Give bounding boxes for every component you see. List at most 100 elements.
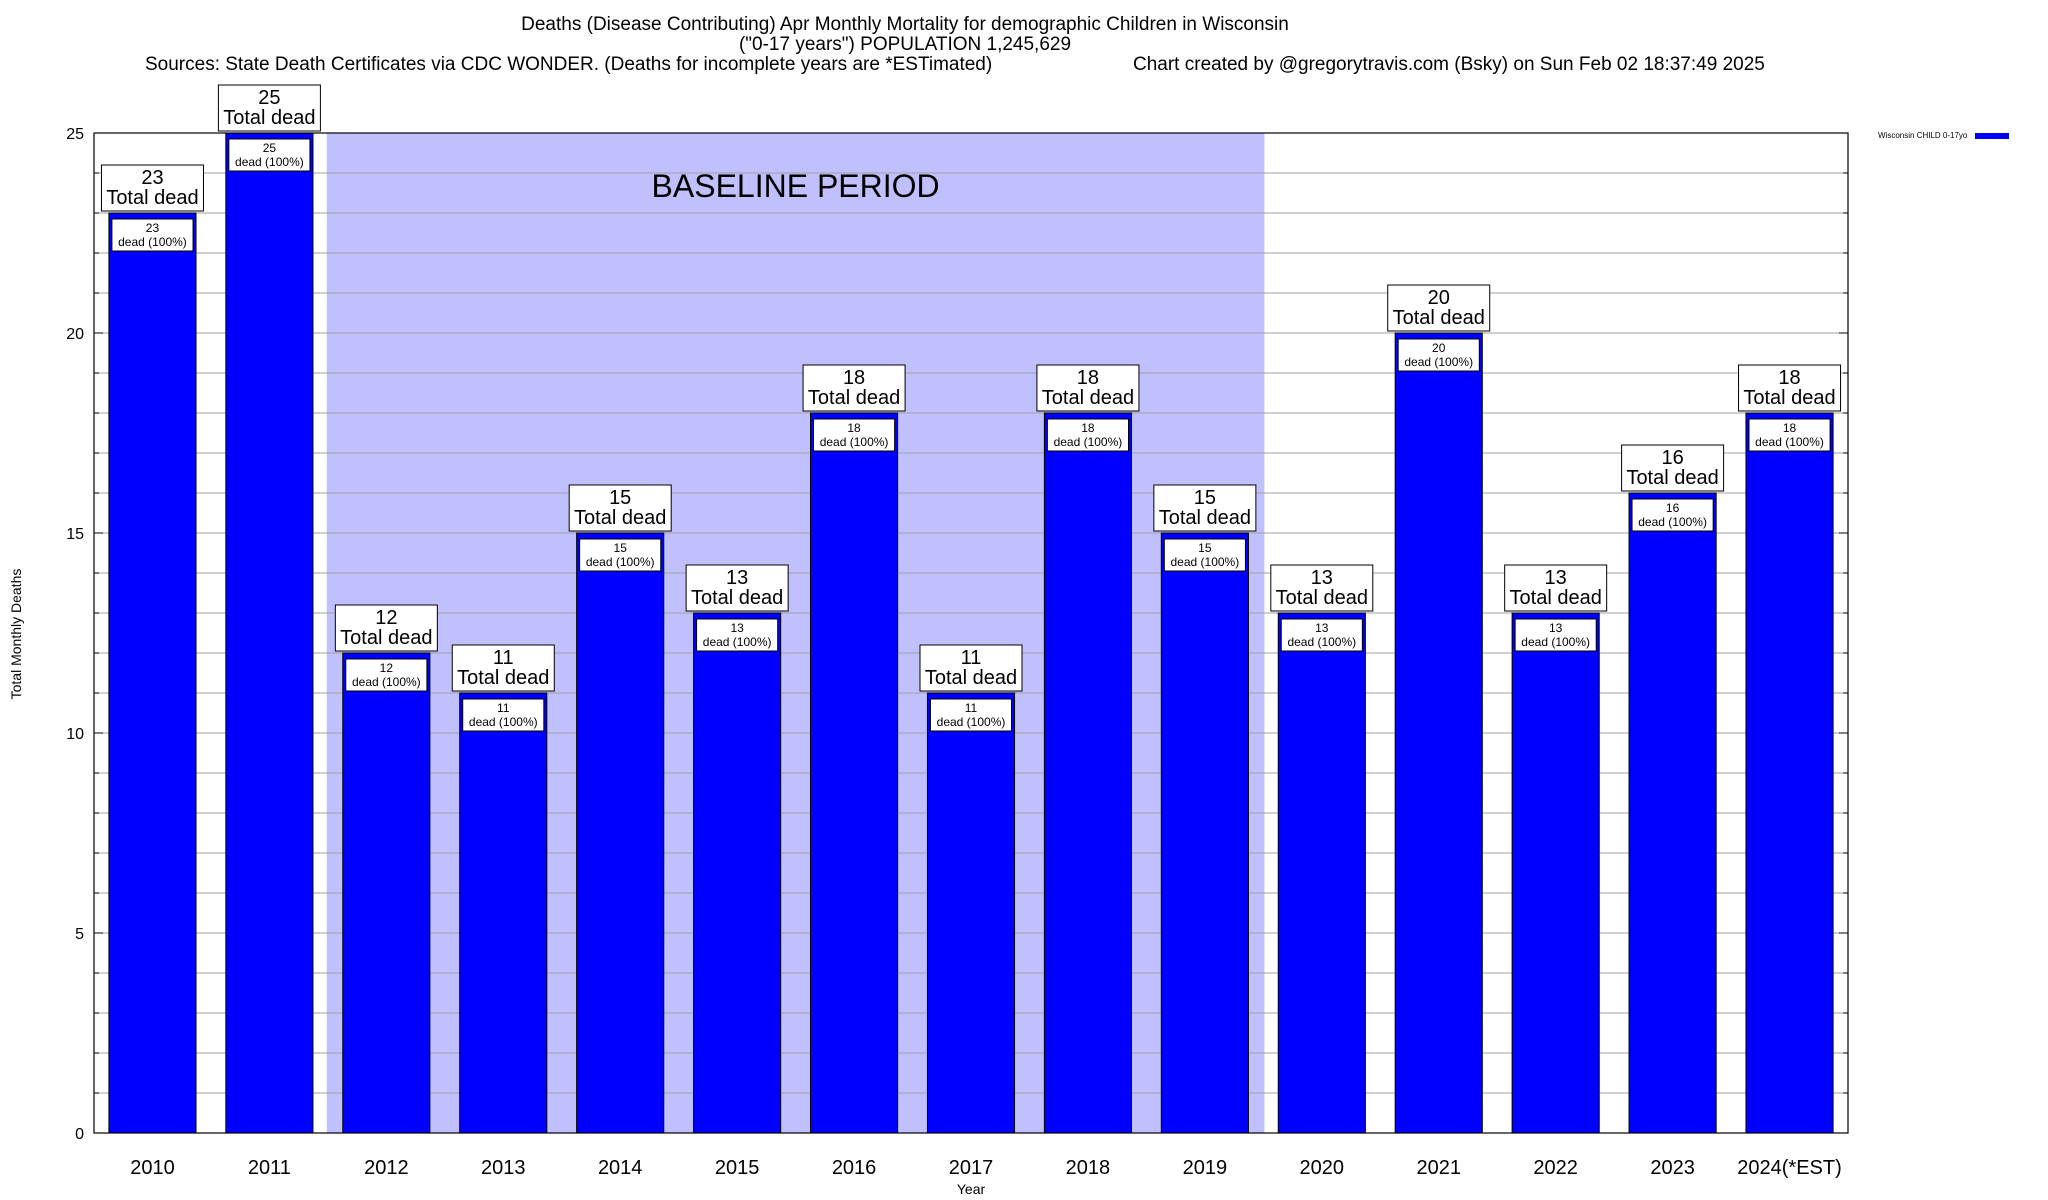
bar-inner-label-box	[1163, 538, 1246, 572]
bar-inner-label: 15 dead (100%)	[1171, 541, 1240, 569]
bar-total-label-box	[1036, 364, 1140, 412]
bar-total-label: 20 Total dead	[1393, 287, 1485, 329]
bar-total-label-box	[685, 564, 789, 612]
x-tick-label: 2015	[715, 1157, 760, 1179]
bar-inner-label-box	[111, 218, 194, 252]
bar-inner-label: 16 dead (100%)	[1638, 501, 1707, 529]
plot-border	[93, 132, 1849, 1134]
x-tick-label: 2022	[1533, 1157, 1578, 1179]
legend-label: Wisconsin CHILD 0-17yo	[1878, 131, 1968, 140]
bar	[225, 132, 314, 1134]
bar-inner-label: 15 dead (100%)	[586, 541, 655, 569]
chart-subtitle-source: Sources: State Death Certificates via CD…	[145, 54, 993, 75]
x-tick-label: 2014	[598, 1157, 643, 1179]
bar	[810, 412, 899, 1134]
y-tick-label: 15	[66, 526, 84, 543]
bar-inner-label: 13 dead (100%)	[1521, 621, 1590, 649]
x-tick-label: 2016	[832, 1157, 877, 1179]
bar-total-label: 13 Total dead	[1510, 567, 1602, 609]
bar-inner-label-box	[462, 698, 545, 732]
bar	[108, 212, 197, 1134]
bar-total-label-box	[1387, 284, 1491, 332]
bar-inner-label-box	[813, 418, 896, 452]
bar-total-label-box	[100, 164, 204, 212]
x-tick-label: 2013	[481, 1157, 526, 1179]
y-tick-label: 25	[66, 126, 84, 143]
bar-inner-label-box	[1514, 618, 1597, 652]
bar-total-label-box	[1270, 564, 1374, 612]
x-tick-label: 2023	[1650, 1157, 1695, 1179]
bar	[1277, 612, 1366, 1134]
bar-total-label: 16 Total dead	[1626, 447, 1718, 489]
y-tick-label: 20	[66, 326, 84, 343]
x-tick-label: 2020	[1300, 1157, 1345, 1179]
y-tick-label: 10	[66, 726, 84, 743]
bar	[459, 692, 548, 1134]
bar-total-label: 13 Total dead	[1276, 567, 1368, 609]
bar-inner-label: 13 dead (100%)	[1287, 621, 1356, 649]
bar	[576, 532, 665, 1134]
bar-total-label: 11 Total dead	[457, 647, 549, 689]
bar	[1628, 492, 1717, 1134]
bar-total-label-box	[802, 364, 906, 412]
bar-total-label: 18 Total dead	[1042, 367, 1134, 409]
x-tick-label: 2019	[1183, 1157, 1228, 1179]
bar-inner-label-box	[1046, 418, 1129, 452]
bar-inner-label: 20 dead (100%)	[1404, 341, 1473, 369]
x-tick-label: 2010	[130, 1157, 175, 1179]
bar-inner-label: 25 dead (100%)	[235, 141, 304, 169]
bar-total-label: 13 Total dead	[691, 567, 783, 609]
x-tick-label: 2018	[1066, 1157, 1111, 1179]
chart-title: Deaths (Disease Contributing) Apr Monthl…	[521, 14, 1289, 35]
baseline-label: BASELINE PERIOD	[652, 168, 940, 204]
y-tick-label: 0	[75, 1126, 84, 1143]
bar-total-label-box	[334, 604, 438, 652]
bar	[1511, 612, 1600, 1134]
bar-total-label: 18 Total dead	[1743, 367, 1835, 409]
bar-total-label-box	[217, 84, 321, 132]
bar-inner-label: 13 dead (100%)	[703, 621, 772, 649]
bar-inner-label-box	[1748, 418, 1831, 452]
x-tick-label: 2021	[1416, 1157, 1461, 1179]
chart-subtitle-credit: Chart created by @gregorytravis.com (Bsk…	[1133, 54, 1765, 75]
bar-inner-label-box	[579, 538, 662, 572]
bar-total-label-box	[451, 644, 555, 692]
bar-inner-label-box	[345, 658, 428, 692]
bar-total-label-box	[568, 484, 672, 532]
bar-total-label: 25 Total dead	[223, 87, 315, 129]
y-tick-label: 5	[75, 926, 84, 943]
bar-inner-label-box	[929, 698, 1013, 732]
bar-inner-label: 11 dead (100%)	[469, 701, 538, 729]
bar	[1160, 532, 1249, 1134]
bar-inner-label-box	[228, 138, 311, 172]
x-tick-label: 2012	[364, 1157, 409, 1179]
bar-inner-label-box	[696, 618, 779, 652]
legend: Wisconsin CHILD 0-17yo	[1878, 131, 2010, 140]
bar-inner-label: 12 dead (100%)	[352, 661, 421, 689]
bar-inner-label: 18 dead (100%)	[1755, 421, 1824, 449]
bar-total-label: 12 Total dead	[340, 607, 432, 649]
bar-total-label-box	[1621, 444, 1725, 492]
bar-total-label: 18 Total dead	[808, 367, 900, 409]
legend-swatch	[1975, 132, 2010, 139]
bar-total-label-box	[1504, 564, 1608, 612]
x-axis-label: Year	[956, 1181, 986, 1197]
bar-total-label-box	[1153, 484, 1257, 532]
x-tick-label: 2024(*EST)	[1737, 1157, 1842, 1179]
bar-inner-label-box	[1280, 618, 1363, 652]
bar-inner-label: 11 dead (100%)	[937, 701, 1006, 729]
bar	[1745, 412, 1834, 1134]
x-tick-label: 2011	[248, 1157, 291, 1179]
bar	[926, 692, 1016, 1134]
x-tick-label: 2017	[949, 1157, 994, 1179]
bar	[693, 612, 782, 1134]
bar	[1394, 332, 1483, 1134]
bar-inner-label: 18 dead (100%)	[820, 421, 889, 449]
y-axis-label: Total Monthly Deaths	[8, 568, 24, 700]
bar-inner-label: 23 dead (100%)	[118, 221, 187, 249]
bar-total-label: 15 Total dead	[574, 487, 666, 529]
bar-inner-label-box	[1397, 338, 1480, 372]
bar-total-label-box	[1738, 364, 1842, 412]
